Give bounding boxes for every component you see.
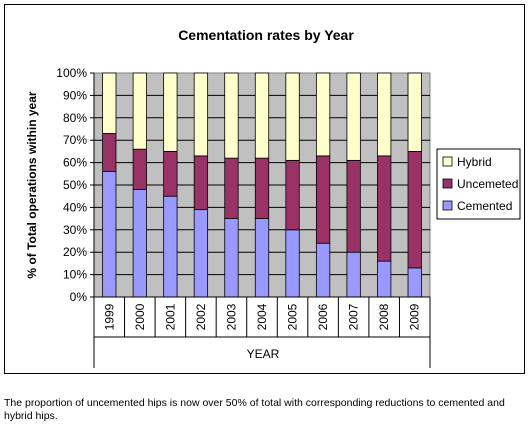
x-tick-label-2006: 2006 <box>316 303 330 330</box>
bar-hybrid-2000 <box>132 72 147 150</box>
bar-cemented-2009 <box>407 267 422 298</box>
y-axis-label: % of Total operations within year <box>25 91 39 278</box>
x-tick-label-2008: 2008 <box>377 303 391 330</box>
bar-hybrid-2002 <box>193 72 209 157</box>
bar-hybrid-2009 <box>407 72 422 152</box>
chart-caption: The proportion of uncemented hips is now… <box>4 397 505 422</box>
bar-cemented-2001 <box>163 195 178 298</box>
bar-cemented-2007 <box>346 251 361 298</box>
bar-hybrid-1999 <box>102 72 117 134</box>
x-tick-label-2003: 2003 <box>224 303 238 330</box>
bar-uncemeted-2002 <box>193 155 209 211</box>
x-axis-label: YEAR <box>247 347 280 361</box>
bar-hybrid-2008 <box>377 72 392 157</box>
bar-uncemeted-2008 <box>377 155 392 262</box>
x-tick-label-2001: 2001 <box>163 303 177 330</box>
y-tick-label: 0% <box>70 290 88 304</box>
y-tick-label: 30% <box>63 223 87 237</box>
legend-label-uncemeted: Uncemeted <box>457 177 518 191</box>
y-tick-label: 20% <box>63 245 87 259</box>
legend-swatch-uncemeted <box>442 178 453 189</box>
x-tick-label-1999: 1999 <box>102 303 116 330</box>
x-tick-label-2004: 2004 <box>255 303 269 330</box>
y-tick-label: 100% <box>56 66 87 80</box>
x-tick-label-2002: 2002 <box>194 303 208 330</box>
bar-hybrid-2001 <box>163 72 178 152</box>
bar-cemented-1999 <box>102 171 117 298</box>
bar-cemented-2004 <box>254 218 270 298</box>
x-tick-label-2000: 2000 <box>133 303 147 330</box>
x-tick-label-2005: 2005 <box>286 303 300 330</box>
bar-cemented-2003 <box>224 218 239 298</box>
bar-hybrid-2007 <box>346 72 361 161</box>
chart: Cementation rates by Year % of Total ope… <box>25 27 521 368</box>
legend-label-cemented: Cemented <box>457 199 512 213</box>
legend-swatch-cemented <box>442 200 453 211</box>
bar-uncemeted-2001 <box>163 150 178 197</box>
x-tick-label-2007: 2007 <box>347 303 361 330</box>
bar-uncemeted-2007 <box>346 159 361 253</box>
bar-hybrid-2005 <box>285 72 300 161</box>
bar-cemented-2002 <box>193 209 209 298</box>
bar-hybrid-2006 <box>315 72 331 157</box>
y-tick-label: 90% <box>63 88 87 102</box>
bar-uncemeted-2006 <box>315 155 331 244</box>
bar-uncemeted-2000 <box>132 148 147 190</box>
x-tick-label-2009: 2009 <box>408 303 422 330</box>
bar-uncemeted-1999 <box>102 133 117 172</box>
bar-cemented-2005 <box>285 229 300 298</box>
y-tick-label: 60% <box>63 156 87 170</box>
y-tick-label: 50% <box>63 178 87 192</box>
bar-uncemeted-2005 <box>285 159 300 231</box>
bar-cemented-2000 <box>132 189 147 298</box>
chart-title: Cementation rates by Year <box>178 27 354 43</box>
bar-hybrid-2003 <box>224 72 239 159</box>
bar-cemented-2006 <box>315 242 331 298</box>
bar-uncemeted-2009 <box>407 150 422 269</box>
bar-hybrid-2004 <box>254 72 270 159</box>
y-tick-label: 70% <box>63 133 87 147</box>
bar-uncemeted-2004 <box>254 157 270 219</box>
y-tick-label: 80% <box>63 111 87 125</box>
legend-swatch-hybrid <box>442 156 453 167</box>
legend-label-hybrid: Hybrid <box>457 155 492 169</box>
y-tick-label: 10% <box>63 268 87 282</box>
bar-uncemeted-2003 <box>224 157 239 219</box>
y-tick-label: 40% <box>63 200 87 214</box>
bar-cemented-2008 <box>377 260 392 298</box>
